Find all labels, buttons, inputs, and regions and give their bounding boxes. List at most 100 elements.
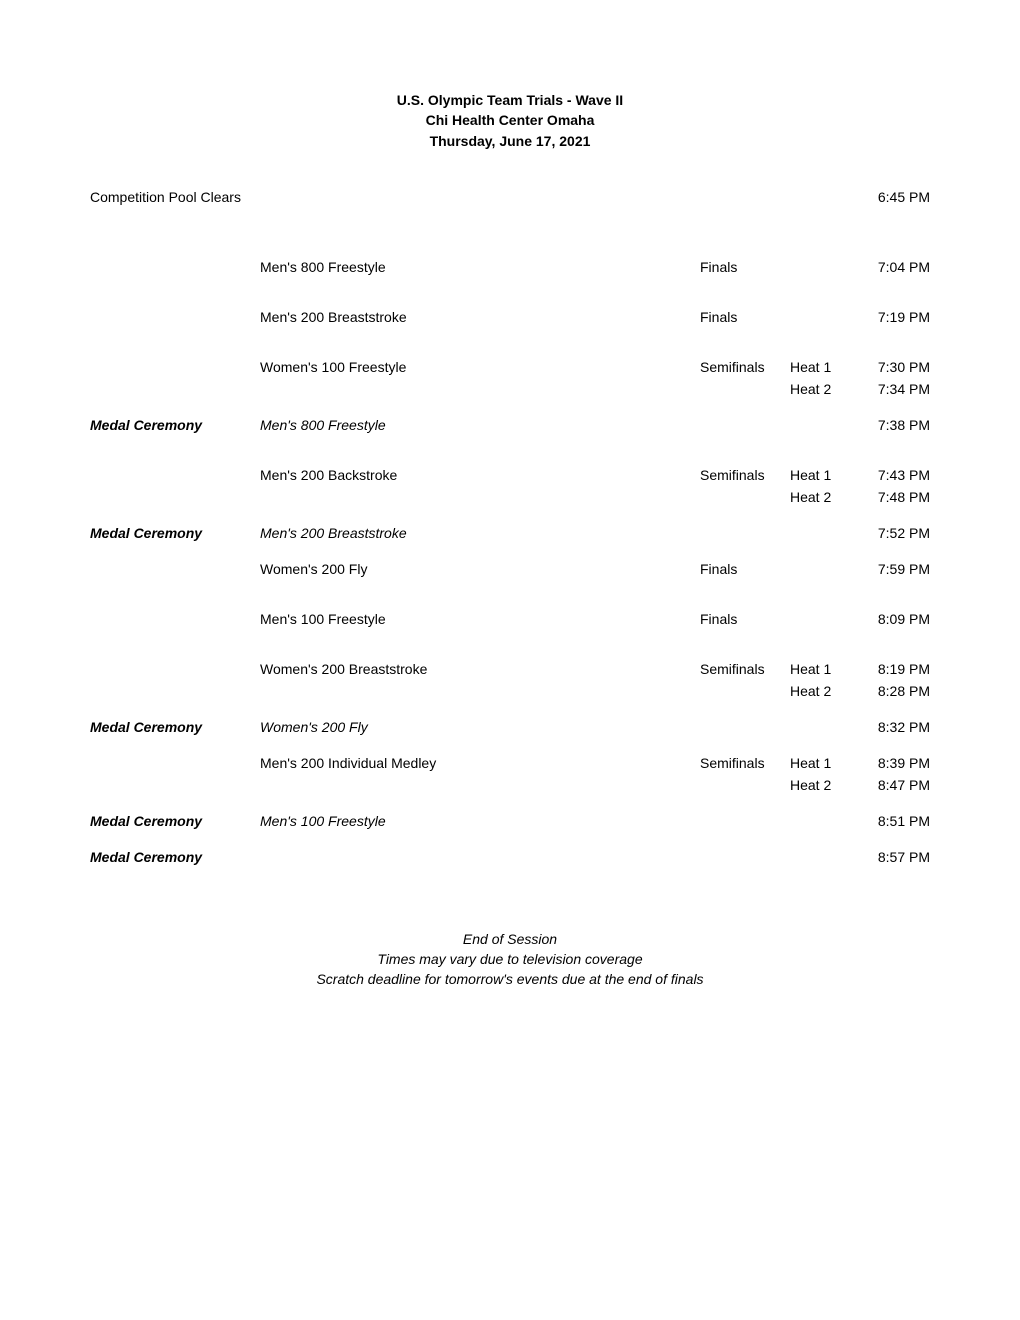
row-event: Men's 200 Backstroke bbox=[260, 467, 700, 483]
spacer bbox=[90, 633, 930, 661]
row-label bbox=[90, 259, 260, 275]
schedule-row: Heat 27:34 PM bbox=[90, 381, 930, 397]
row-event bbox=[260, 849, 700, 865]
spacer bbox=[90, 583, 930, 611]
header-line-1: U.S. Olympic Team Trials - Wave II bbox=[90, 90, 930, 110]
row-label: Medal Ceremony bbox=[90, 417, 260, 433]
header-line-2: Chi Health Center Omaha bbox=[90, 110, 930, 130]
row-heat: Heat 1 bbox=[790, 359, 855, 375]
row-heat bbox=[790, 719, 855, 735]
spacer bbox=[90, 439, 930, 467]
row-heat: Heat 1 bbox=[790, 755, 855, 771]
spacer bbox=[90, 705, 930, 719]
spacer bbox=[90, 211, 930, 259]
row-label: Medal Ceremony bbox=[90, 719, 260, 735]
row-round: Finals bbox=[700, 561, 790, 577]
row-label bbox=[90, 359, 260, 375]
schedule-row: Men's 200 BackstrokeSemifinalsHeat 17:43… bbox=[90, 467, 930, 483]
row-heat bbox=[790, 849, 855, 865]
row-time: 7:04 PM bbox=[855, 259, 930, 275]
row-time: 8:47 PM bbox=[855, 777, 930, 793]
row-time: 7:48 PM bbox=[855, 489, 930, 505]
row-label bbox=[90, 489, 260, 505]
schedule-body: Men's 800 FreestyleFinals7:04 PMMen's 20… bbox=[90, 259, 930, 919]
row-event: Men's 100 Freestyle bbox=[260, 813, 700, 829]
spacer bbox=[90, 547, 930, 561]
row-label bbox=[90, 381, 260, 397]
page-header: U.S. Olympic Team Trials - Wave II Chi H… bbox=[90, 90, 930, 151]
row-event: Women's 200 Breaststroke bbox=[260, 661, 700, 677]
spacer bbox=[90, 281, 930, 309]
row-heat: Heat 2 bbox=[790, 777, 855, 793]
spacer bbox=[90, 511, 930, 525]
schedule-page: U.S. Olympic Team Trials - Wave II Chi H… bbox=[0, 0, 1020, 1050]
spacer bbox=[90, 403, 930, 417]
schedule-row: Heat 27:48 PM bbox=[90, 489, 930, 505]
row-round: Semifinals bbox=[700, 359, 790, 375]
footer-line-3: Scratch deadline for tomorrow's events d… bbox=[90, 969, 930, 989]
row-heat: Heat 2 bbox=[790, 683, 855, 699]
spacer bbox=[90, 871, 930, 919]
row-time: 7:19 PM bbox=[855, 309, 930, 325]
row-round bbox=[700, 417, 790, 433]
schedule-row: Heat 28:47 PM bbox=[90, 777, 930, 793]
spacer bbox=[90, 799, 930, 813]
row-round bbox=[700, 525, 790, 541]
row-label: Medal Ceremony bbox=[90, 849, 260, 865]
footer-line-1: End of Session bbox=[90, 929, 930, 949]
row-round bbox=[700, 381, 790, 397]
footer-line-2: Times may vary due to television coverag… bbox=[90, 949, 930, 969]
row-time: 8:51 PM bbox=[855, 813, 930, 829]
pool-clears-row: Competition Pool Clears 6:45 PM bbox=[90, 189, 930, 205]
schedule-row: Men's 200 BreaststrokeFinals 7:19 PM bbox=[90, 309, 930, 325]
row-event: Men's 200 Individual Medley bbox=[260, 755, 700, 771]
row-label bbox=[90, 661, 260, 677]
spacer bbox=[90, 835, 930, 849]
row-label bbox=[90, 777, 260, 793]
row-event: Women's 100 Freestyle bbox=[260, 359, 700, 375]
schedule-row: Medal CeremonyMen's 800 Freestyle7:38 PM bbox=[90, 417, 930, 433]
row-heat bbox=[790, 611, 855, 627]
row-event: Men's 800 Freestyle bbox=[260, 417, 700, 433]
row-heat bbox=[790, 259, 855, 275]
row-time: 7:34 PM bbox=[855, 381, 930, 397]
row-heat bbox=[790, 813, 855, 829]
row-event: Men's 200 Breaststroke bbox=[260, 525, 700, 541]
row-heat bbox=[790, 525, 855, 541]
row-time: 8:19 PM bbox=[855, 661, 930, 677]
schedule-row: Medal CeremonyMen's 200 Breaststroke7:52… bbox=[90, 525, 930, 541]
row-heat bbox=[790, 417, 855, 433]
row-round: Finals bbox=[700, 611, 790, 627]
row-heat: Heat 2 bbox=[790, 381, 855, 397]
row-label bbox=[90, 467, 260, 483]
row-event: Men's 200 Breaststroke bbox=[260, 309, 700, 325]
schedule-row: Medal CeremonyMen's 100 Freestyle8:51 PM bbox=[90, 813, 930, 829]
row-label bbox=[90, 755, 260, 771]
row-time: 8:57 PM bbox=[855, 849, 930, 865]
row-label bbox=[90, 561, 260, 577]
page-footer: End of Session Times may vary due to tel… bbox=[90, 929, 930, 990]
schedule-row: Medal CeremonyWomen's 200 Fly8:32 PM bbox=[90, 719, 930, 735]
row-time: 7:59 PM bbox=[855, 561, 930, 577]
row-round: Semifinals bbox=[700, 661, 790, 677]
row-event: Women's 200 Fly bbox=[260, 561, 700, 577]
row-round: Finals bbox=[700, 259, 790, 275]
row-event: Men's 800 Freestyle bbox=[260, 259, 700, 275]
row-round: Semifinals bbox=[700, 755, 790, 771]
row-time: 8:09 PM bbox=[855, 611, 930, 627]
row-time: 8:39 PM bbox=[855, 755, 930, 771]
row-round: Finals bbox=[700, 309, 790, 325]
row-label: Medal Ceremony bbox=[90, 525, 260, 541]
row-round bbox=[700, 489, 790, 505]
pool-clears-label: Competition Pool Clears bbox=[90, 189, 855, 205]
row-time: 7:43 PM bbox=[855, 467, 930, 483]
row-event bbox=[260, 777, 700, 793]
schedule-row: Heat 28:28 PM bbox=[90, 683, 930, 699]
schedule-row: Medal Ceremony 8:57 PM bbox=[90, 849, 930, 865]
row-event bbox=[260, 683, 700, 699]
row-heat bbox=[790, 561, 855, 577]
pool-clears-time: 6:45 PM bbox=[855, 189, 930, 205]
row-round bbox=[700, 813, 790, 829]
row-round bbox=[700, 849, 790, 865]
row-event bbox=[260, 489, 700, 505]
